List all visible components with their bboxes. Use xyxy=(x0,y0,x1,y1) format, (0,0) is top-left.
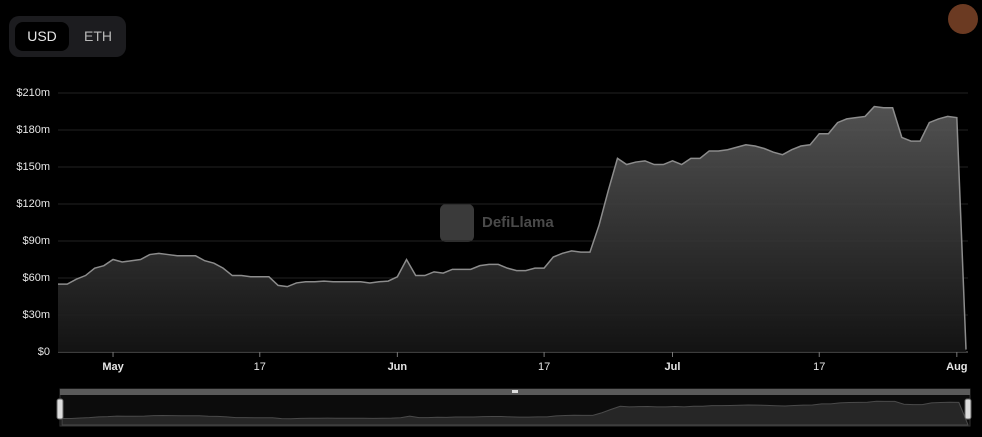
x-tick-label: Aug xyxy=(946,361,967,373)
y-tick-label: $60m xyxy=(22,272,50,284)
x-tick-label: Jul xyxy=(665,361,681,373)
currency-toggle: USD ETH xyxy=(9,16,126,57)
brush-area xyxy=(61,400,969,426)
x-tick-label: May xyxy=(102,361,124,373)
usd-button[interactable]: USD xyxy=(15,22,69,51)
brush-bar[interactable] xyxy=(60,389,970,395)
y-tick-label: $120m xyxy=(16,198,50,210)
y-tick-label: $210m xyxy=(16,87,50,99)
watermark-text: DefiLlama xyxy=(482,214,554,231)
brush-grip xyxy=(512,390,518,393)
x-tick-label: 17 xyxy=(813,361,825,373)
watermark: DefiLlama xyxy=(440,203,570,243)
y-tick-label: $0 xyxy=(38,346,50,358)
y-tick-label: $180m xyxy=(16,124,50,136)
x-tick-label: Jun xyxy=(388,361,408,373)
y-tick-label: $150m xyxy=(16,161,50,173)
watermark-logo xyxy=(440,204,474,242)
avatar[interactable] xyxy=(948,4,978,34)
x-tick-label: 17 xyxy=(538,361,550,373)
brush-handle[interactable] xyxy=(964,398,972,420)
y-tick-label: $30m xyxy=(22,309,50,321)
brush-handle[interactable] xyxy=(56,398,64,420)
eth-button[interactable]: ETH xyxy=(84,28,112,44)
x-tick-label: 17 xyxy=(254,361,266,373)
y-tick-label: $90m xyxy=(22,235,50,247)
brush-background xyxy=(59,388,971,427)
